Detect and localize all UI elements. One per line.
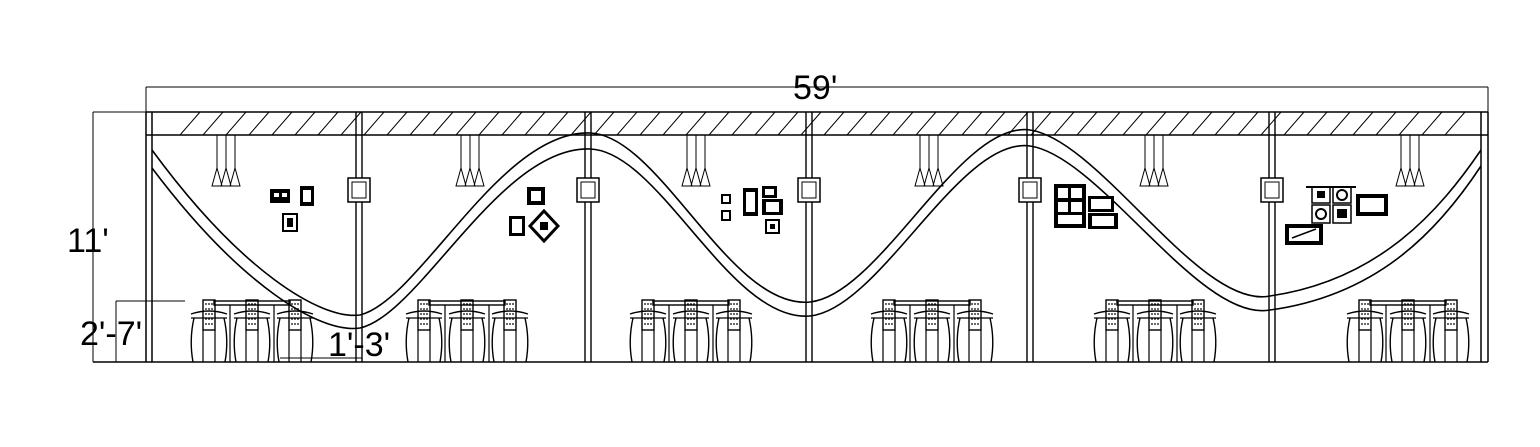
chair-icon: [491, 299, 529, 363]
column-lamp-icon: [347, 177, 371, 203]
wall-frame-icon: [1054, 184, 1118, 229]
chair-icon: [233, 299, 271, 363]
pendant-light-icon: [1395, 135, 1425, 187]
table-height-dimension: 2'-7': [80, 300, 185, 362]
wall-frame-icon: [509, 187, 561, 244]
columns: [347, 112, 1284, 362]
offset-dimension: 1'-3': [280, 326, 390, 364]
pendant-lights: [211, 135, 1425, 187]
room-frame: [93, 112, 1489, 363]
chair-icon: [190, 299, 228, 363]
offset-label: 1'-3': [328, 326, 390, 364]
chair-icon: [1093, 299, 1131, 363]
wave-curve-inner: [151, 145, 1482, 330]
table-icon: [213, 300, 291, 362]
column: [1260, 112, 1284, 362]
wall-frame-icon: [721, 186, 783, 234]
table-icon: [1369, 300, 1447, 362]
chair-icon: [629, 299, 667, 363]
pendant-light-icon: [681, 135, 711, 187]
chair-icon: [956, 299, 994, 363]
ceiling-hatch: [179, 111, 1466, 136]
table-icon: [652, 300, 730, 362]
chair-icon: [1346, 299, 1384, 363]
pendant-light-icon: [455, 135, 485, 187]
column: [576, 112, 600, 362]
table-icon: [1116, 300, 1194, 362]
wave-curve-outer: [151, 129, 1482, 317]
wall-frames: [270, 184, 1388, 245]
column: [797, 112, 821, 362]
chair-icon: [276, 299, 314, 363]
dining-sets: [190, 299, 1470, 363]
height-label: 11': [67, 222, 109, 260]
column-lamp-icon: [576, 177, 600, 203]
pendant-light-icon: [914, 135, 944, 187]
chair-icon: [1432, 299, 1470, 363]
chair-icon: [870, 299, 908, 363]
wall-frame-icon: [1285, 186, 1388, 245]
pendant-light-icon: [211, 135, 241, 187]
chair-icon: [715, 299, 753, 363]
chair-icon: [913, 299, 951, 363]
table-height-label: 2'-7': [80, 315, 142, 353]
chair-icon: [448, 299, 486, 363]
overall-dimension: 59': [145, 69, 1489, 112]
table-icon: [428, 300, 506, 362]
pendant-light-icon: [1139, 135, 1169, 187]
wall-frame-icon: [270, 186, 314, 232]
chair-icon: [1389, 299, 1427, 363]
column-lamp-icon: [1018, 177, 1042, 203]
column-lamp-icon: [1260, 177, 1284, 203]
table-icon: [893, 300, 971, 362]
chair-icon: [1179, 299, 1217, 363]
chair-icon: [405, 299, 443, 363]
column-lamp-icon: [797, 177, 821, 203]
column: [1018, 112, 1042, 362]
chair-icon: [1136, 299, 1174, 363]
chair-icon: [672, 299, 710, 363]
ceiling-band: [146, 111, 1488, 136]
overall-length-label: 59': [793, 69, 837, 107]
column: [347, 112, 371, 362]
wave-wall-feature: [151, 129, 1482, 330]
